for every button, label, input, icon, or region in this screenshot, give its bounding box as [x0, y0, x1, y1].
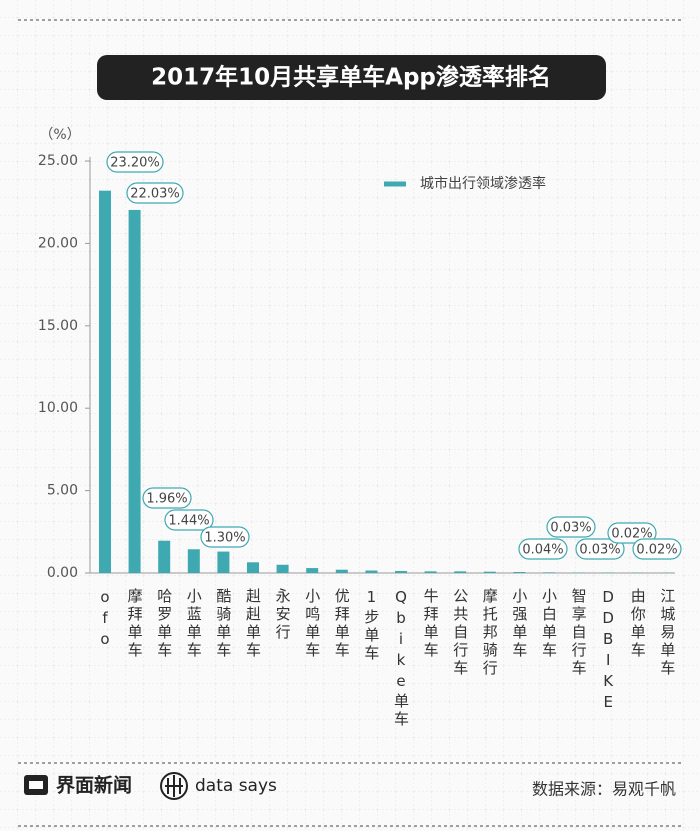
bar — [306, 568, 319, 573]
bar — [187, 549, 200, 573]
value-label: 1.96% — [146, 492, 187, 507]
sub-brand: data says — [195, 776, 277, 796]
bar — [513, 572, 526, 573]
brand-icon-inner — [29, 781, 43, 789]
x-tick-label: 牛拜单车 — [422, 588, 440, 660]
y-tick-label: 5.00 — [47, 483, 78, 499]
bar — [247, 562, 259, 573]
x-tick-label: 摩拜单车 — [126, 587, 144, 660]
x-tick-label: 公共自行车 — [451, 588, 469, 678]
value-label-box — [575, 538, 625, 560]
bar — [158, 540, 171, 573]
bar — [483, 571, 496, 573]
x-tick-label: 小白单车 — [540, 588, 558, 660]
bar — [335, 569, 348, 573]
x-tick-label: 永安行 — [274, 588, 292, 642]
x-tick-label: DDBIKE — [599, 588, 617, 714]
chart-title: 2017年10月共享单车App渗透率排名 — [151, 64, 551, 91]
bar — [543, 572, 555, 573]
x-tick-label: ofo — [96, 588, 114, 651]
value-label-box — [518, 538, 568, 560]
value-label-box — [200, 526, 250, 548]
value-label-box — [632, 538, 682, 560]
value-label: 1.30% — [204, 531, 245, 546]
value-label-box — [607, 522, 657, 544]
value-label: 0.02% — [636, 543, 677, 558]
value-label: 0.03% — [550, 521, 591, 536]
value-label: 22.03% — [130, 187, 180, 202]
x-tick-label: 优拜单车 — [333, 588, 351, 660]
source: 数据来源：易观千帆 — [532, 780, 676, 799]
brand: 界面新闻 — [56, 774, 132, 797]
x-tick-label: 由你单车 — [629, 588, 647, 660]
value-label: 0.03% — [579, 543, 620, 558]
x-tick-label: 江城易单车 — [658, 588, 676, 678]
y-tick-label: 20.00 — [38, 235, 78, 251]
bar — [454, 571, 467, 573]
value-label-box — [546, 516, 596, 538]
y-tick-label: 25.00 — [38, 153, 78, 169]
x-tick-label: 哈罗单车 — [155, 588, 173, 660]
bar — [128, 209, 141, 573]
bar — [395, 571, 407, 573]
legend-label: 城市出行领域渗透率 — [420, 175, 546, 192]
value-label-box — [164, 509, 214, 531]
x-tick-label: 摩托邦骑行 — [481, 587, 499, 678]
x-tick-label: 小鸣单车 — [303, 588, 321, 660]
y-tick-label: 15.00 — [38, 318, 78, 334]
x-tick-label: 智享自行车 — [570, 587, 588, 678]
x-tick-label: 小强单车 — [510, 588, 528, 660]
y-tick-label: 0.00 — [47, 565, 78, 581]
x-tick-label: 小蓝单车 — [185, 588, 203, 660]
y-unit: （%） — [39, 127, 80, 143]
value-label-box — [142, 487, 192, 509]
value-label-box — [126, 182, 184, 204]
title-box — [97, 55, 606, 100]
value-label: 0.02% — [611, 527, 652, 542]
bar — [99, 190, 111, 573]
y-tick-label: 10.00 — [38, 400, 78, 416]
bar — [217, 551, 230, 573]
x-tick-label: 酷骑单车 — [214, 588, 232, 660]
x-tick-label: 1步单车 — [362, 588, 380, 663]
value-label-box — [106, 151, 164, 173]
x-tick-label: Qbike单车 — [392, 588, 410, 729]
sub-brand-icon-lines — [165, 775, 183, 797]
value-label: 1.44% — [168, 514, 209, 529]
bar — [365, 570, 378, 573]
value-label: 23.20% — [110, 156, 160, 171]
value-label: 0.04% — [522, 543, 563, 558]
sub-brand-icon — [160, 772, 188, 800]
bar — [424, 571, 437, 573]
x-tick-label: 赳赳单车 — [244, 588, 262, 660]
bar — [276, 564, 289, 573]
